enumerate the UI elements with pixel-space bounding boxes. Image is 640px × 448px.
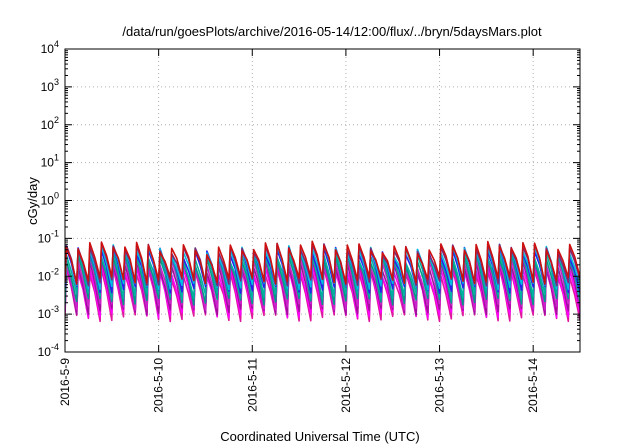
y-tick-label: 101 <box>41 153 59 170</box>
y-tick-label: 10-4 <box>38 342 59 359</box>
x-axis-label: Coordinated Universal Time (UTC) <box>220 429 419 444</box>
y-tick-label: 102 <box>41 115 59 132</box>
chart-title: /data/run/goesPlots/archive/2016-05-14/1… <box>122 24 542 39</box>
x-tick-label: 2016-5-9 <box>58 358 72 406</box>
y-tick-label: 104 <box>41 39 59 56</box>
y-tick-label: 10-2 <box>38 266 59 283</box>
y-tick-label: 10-3 <box>38 304 59 321</box>
x-tick-label: 2016-5-14 <box>526 358 540 413</box>
x-tick-label: 2016-5-13 <box>433 358 447 413</box>
series-layer <box>65 240 580 323</box>
y-tick-label: 10-1 <box>38 228 59 245</box>
y-tick-label: 103 <box>41 77 59 94</box>
y-tick-label: 100 <box>41 191 59 208</box>
x-tick-label: 2016-5-10 <box>152 358 166 413</box>
x-tick-label: 2016-5-12 <box>339 358 353 413</box>
y-axis-label: cGy/day <box>25 177 40 225</box>
series-line <box>65 240 580 285</box>
x-tick-label: 2016-5-11 <box>245 358 259 412</box>
y-ticks: 10-4 10-3 10-2 10-1 100 101 102 103 104 <box>38 39 580 359</box>
x-ticks: 2016-5-9 2016-5-10 2016-5-11 2016-5-12 2016-… <box>58 49 540 413</box>
